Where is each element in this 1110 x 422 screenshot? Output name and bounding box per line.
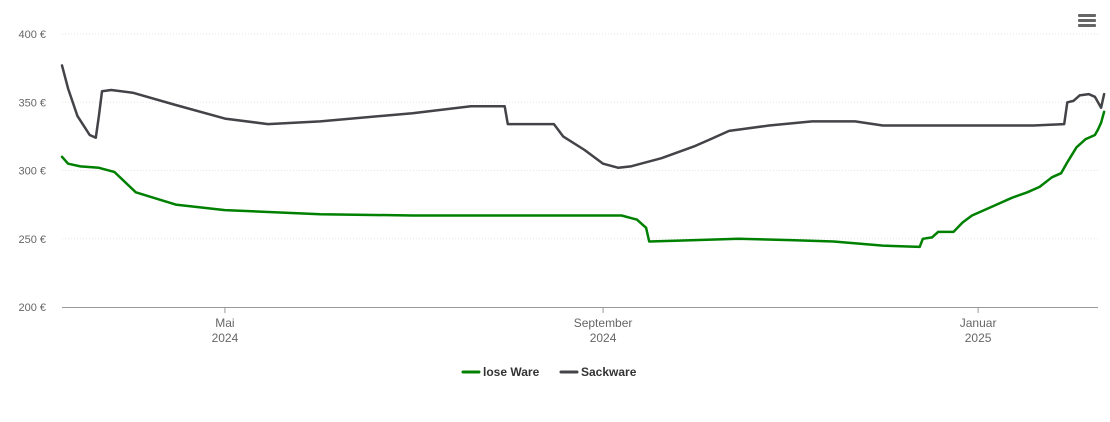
legend-item[interactable]: Sackware [559, 365, 637, 379]
series-line-sackware[interactable] [60, 64, 1106, 170]
y-axis: 200 € 250 € 300 € 350 € 400 € [18, 29, 46, 314]
series-line-lose-ware[interactable] [60, 110, 1106, 249]
y-tick-label: 250 € [18, 234, 46, 246]
legend-label: lose Ware [483, 365, 540, 379]
x-tick-label: September [574, 316, 633, 330]
y-tick-label: 200 € [18, 302, 46, 314]
legend[interactable]: lose Ware Sackware [461, 365, 637, 379]
x-tick-year-label: 2024 [212, 331, 239, 345]
y-tick-label: 400 € [18, 29, 46, 41]
x-tick-year-label: 2024 [590, 331, 617, 345]
menu-bar [1078, 19, 1096, 22]
x-tick-label: Mai [215, 316, 234, 330]
x-tick-year-label: 2025 [965, 331, 992, 345]
menu-bar [1078, 14, 1096, 17]
hamburger-menu-icon[interactable] [1076, 12, 1098, 32]
menu-bar [1078, 24, 1096, 27]
series-lines [60, 64, 1106, 249]
legend-label: Sackware [581, 365, 637, 379]
legend-item[interactable]: lose Ware [461, 365, 540, 379]
x-tick-label: Januar [960, 316, 997, 330]
y-tick-label: 350 € [18, 97, 46, 109]
y-tick-label: 300 € [18, 166, 46, 178]
